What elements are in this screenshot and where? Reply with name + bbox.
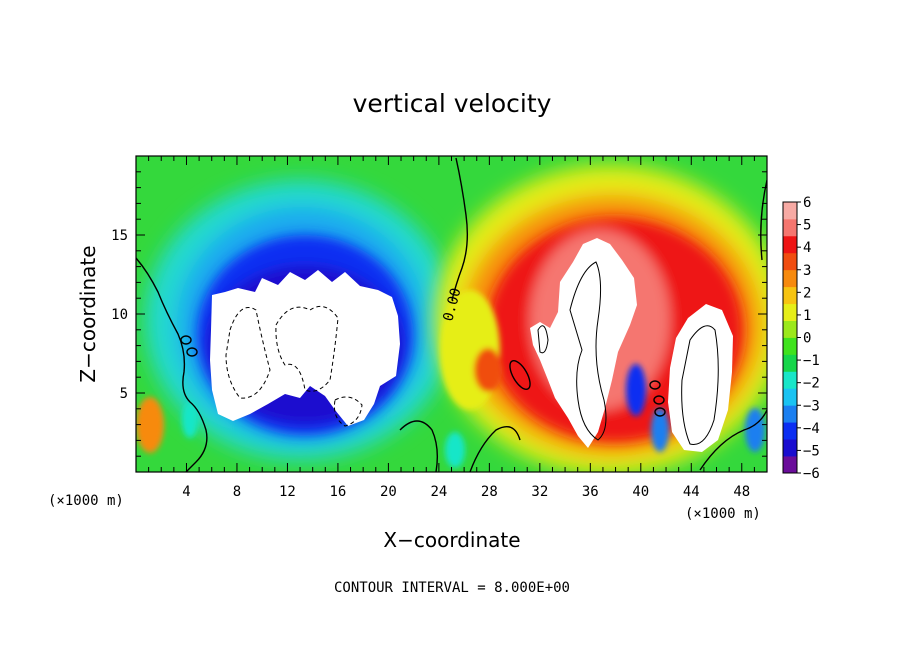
cyan-blob-a xyxy=(182,402,198,438)
x-tick-label: 16 xyxy=(329,484,346,500)
x-unit-right: (×1000 m) xyxy=(685,506,761,522)
x-unit-left: (×1000 m) xyxy=(48,493,124,509)
colorbar-tick-label: 3 xyxy=(803,263,811,279)
colorbar-tick-label: −5 xyxy=(803,443,820,459)
zero-contour-base xyxy=(399,409,767,472)
blue-blob-a xyxy=(626,364,646,416)
colorbar-tick-label: 4 xyxy=(803,240,811,256)
chart-title: vertical velocity xyxy=(353,89,552,118)
colorbar-swatch xyxy=(783,388,797,406)
positive-contour-c xyxy=(537,325,549,354)
colorbar-swatch xyxy=(783,235,797,254)
colorbar-swatch xyxy=(783,218,797,237)
small-loop-e xyxy=(653,395,665,405)
colorbar-swatch xyxy=(783,439,797,457)
colorbar-tick-label: −2 xyxy=(803,376,820,392)
colorbar-swatch xyxy=(783,456,797,474)
small-loop-b xyxy=(186,347,198,357)
cyan-blob-b xyxy=(445,432,465,468)
colorbar-swatch xyxy=(783,371,797,389)
colorbar-swatch xyxy=(783,269,797,288)
colorbar-swatch xyxy=(783,202,797,220)
x-tick-label: 40 xyxy=(632,484,649,500)
colorbar-swatch xyxy=(783,354,797,372)
orange-blob-a xyxy=(136,397,164,453)
colorbar-tick-label: −3 xyxy=(803,398,820,414)
small-loop-d xyxy=(649,380,661,390)
x-tick-label: 12 xyxy=(279,484,296,500)
white-cores xyxy=(210,238,733,452)
colorbar-tick-label: 0 xyxy=(803,331,811,347)
colorbar-tick-label: 5 xyxy=(803,218,811,234)
x-tick-label: 44 xyxy=(683,484,700,500)
zero-contour-mid xyxy=(451,157,469,301)
y-tick-label: 10 xyxy=(111,307,128,323)
footer-contour-interval: CONTOUR INTERVAL = 8.000E+00 xyxy=(334,580,570,596)
plot-field: 0.00 xyxy=(136,156,767,472)
colorbar-tick-label: −6 xyxy=(803,466,820,482)
colorbar-swatch xyxy=(783,405,797,423)
x-tick-label: 24 xyxy=(430,484,447,500)
colorbar-tick-label: −4 xyxy=(803,421,820,437)
colorbar-tick-label: 6 xyxy=(803,195,811,211)
colorbar-swatch xyxy=(783,337,797,355)
y-tick-label: 15 xyxy=(111,228,128,244)
x-tick-label: 28 xyxy=(481,484,498,500)
positive-contour-b xyxy=(681,325,719,445)
colorbar: 6 5 4 3 2 1 0 −1 −2 −3 −4 −5 −6 xyxy=(782,195,820,482)
colorbar-tick-label: 1 xyxy=(803,308,811,324)
blue-blob-b xyxy=(651,408,669,452)
small-loop-a xyxy=(180,335,192,345)
negative-contour-a xyxy=(225,307,271,399)
negative-contour-c xyxy=(334,396,363,427)
colorbar-swatch xyxy=(783,286,797,305)
x-tick-label: 36 xyxy=(582,484,599,500)
colorbar-tick-label: 2 xyxy=(803,285,811,301)
x-axis-label: X−coordinate xyxy=(383,528,520,552)
blue-blob-c xyxy=(745,408,765,452)
small-features xyxy=(136,290,765,468)
colorbar-swatch xyxy=(783,422,797,440)
colorbar-tick-label: −1 xyxy=(803,353,820,369)
x-ticks: 4 8 12 16 20 24 28 32 36 40 44 48 xyxy=(148,156,755,500)
x-tick-label: 48 xyxy=(733,484,750,500)
small-loop-f xyxy=(654,407,666,417)
updraft-core-left xyxy=(530,238,637,448)
x-tick-label: 8 xyxy=(233,484,241,500)
y-tick-label: 5 xyxy=(120,386,128,402)
x-tick-label: 32 xyxy=(531,484,548,500)
downdraft-core xyxy=(210,270,400,426)
y-axis-label: Z−coordinate xyxy=(76,245,100,382)
small-loop-c xyxy=(509,360,531,390)
positive-contour-a xyxy=(569,261,607,441)
zero-contour-left xyxy=(136,257,208,472)
red-blob-a xyxy=(474,348,502,392)
x-tick-label: 4 xyxy=(182,484,190,500)
x-tick-label: 20 xyxy=(380,484,397,500)
colorbar-swatch xyxy=(783,252,797,271)
contours xyxy=(136,157,767,472)
colorbar-swatch xyxy=(783,303,797,321)
colorbar-swatch xyxy=(783,320,797,338)
y-ticks: 5 10 15 xyxy=(111,171,767,457)
